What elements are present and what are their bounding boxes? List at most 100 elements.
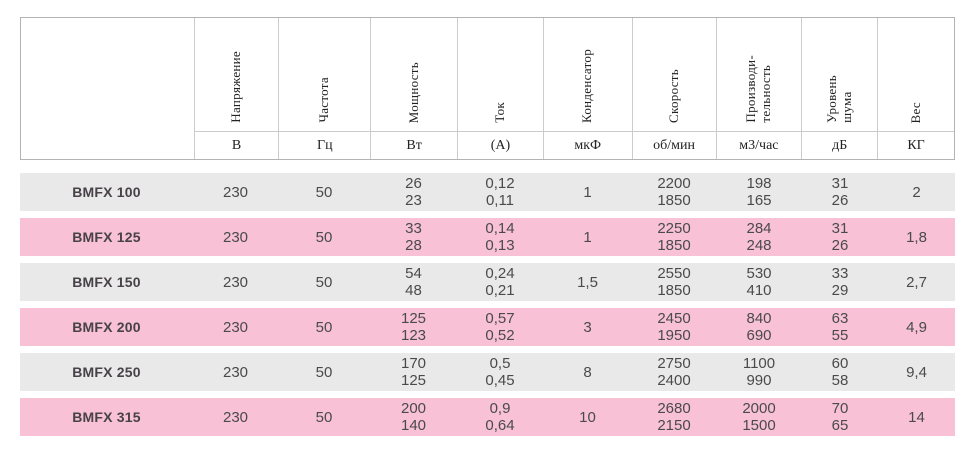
value-cell: 54 48	[405, 265, 422, 299]
value-cell: 4,9	[906, 318, 927, 336]
column-label-area: Вес	[878, 18, 954, 131]
header-column: Частота Гц	[278, 18, 371, 159]
value-cell: 60 58	[831, 355, 849, 389]
column-label-area: Конденсатор	[544, 18, 632, 131]
value-cell: 10	[579, 408, 596, 426]
value-cell: 230	[222, 228, 249, 246]
value-cell: 1,5	[577, 273, 598, 291]
table-row: BMFX 200 230 50 125 123 0,57 0,52 3 2450 1950 8…	[20, 308, 955, 346]
header-column: Вес КГ	[877, 18, 954, 159]
value-cell: 2450 1950	[657, 310, 691, 344]
value-cell: 3	[583, 318, 592, 336]
column-label: Ток	[491, 102, 507, 123]
column-label-area: Частота	[279, 18, 370, 131]
value-cell: 0,57 0,52	[485, 310, 515, 344]
column-label: Частота	[316, 77, 332, 123]
value-cell: 284 248	[746, 220, 772, 254]
value-cell: 0,14 0,13	[485, 220, 515, 254]
column-unit: (А)	[458, 131, 543, 159]
column-unit: КГ	[878, 131, 954, 159]
header-column: Ток (А)	[457, 18, 543, 159]
column-label-area: Ток	[458, 18, 543, 131]
column-label: Мощность	[405, 61, 421, 123]
column-unit: В	[194, 131, 279, 159]
column-label-area: Производи- тельность	[717, 18, 802, 131]
table-row: BMFX 315 230 50 200 140 0,9 0,64 10 2680 2150 2…	[20, 398, 955, 436]
value-cell: 50	[315, 273, 333, 291]
value-cell: 170 125	[400, 355, 427, 389]
value-cell: 2250 1850	[657, 220, 691, 254]
value-cell: 230	[222, 183, 249, 201]
value-cell: 33 28	[405, 220, 422, 254]
column-label-area: Напряжение	[195, 18, 279, 131]
header-name-column	[21, 18, 194, 159]
value-cell: 50	[315, 318, 333, 336]
column-unit: Вт	[371, 131, 458, 159]
value-cell: 2750 2400	[657, 355, 691, 389]
model-name: BMFX 150	[72, 273, 141, 290]
column-label: Скорость	[665, 69, 681, 123]
model-name: BMFX 200	[72, 318, 141, 335]
column-unit: мкФ	[543, 131, 632, 159]
value-cell: 2200 1850	[657, 175, 691, 209]
column-label: Напряжение	[228, 51, 244, 123]
value-cell: 0,5 0,45	[485, 355, 515, 389]
value-cell: 200 140	[400, 400, 427, 434]
column-unit: м3/час	[716, 131, 802, 159]
column-label: Производи- тельность	[742, 55, 773, 123]
header-column: Производи- тельность м3/час	[715, 18, 802, 159]
model-name: BMFX 250	[72, 363, 141, 380]
table-row: BMFX 150 230 50 54 48 0,24 0,21 1,5 2550 1850 5…	[20, 263, 955, 301]
value-cell: 50	[315, 408, 333, 426]
table-row: BMFX 250 230 50 170 125 0,5 0,45 8 2750 2400 11…	[20, 353, 955, 391]
value-cell: 530 410	[746, 265, 772, 299]
value-cell: 50	[315, 363, 333, 381]
value-cell: 2550 1850	[657, 265, 691, 299]
value-cell: 1	[583, 228, 592, 246]
value-cell: 1,8	[906, 228, 927, 246]
value-cell: 9,4	[906, 363, 927, 381]
value-cell: 63 55	[831, 310, 849, 344]
value-cell: 8	[583, 363, 592, 381]
value-cell: 230	[222, 318, 249, 336]
value-cell: 198 165	[746, 175, 772, 209]
header-column: Скорость об/мин	[631, 18, 716, 159]
value-cell: 840 690	[746, 310, 772, 344]
column-label: Уровень шума	[823, 75, 854, 123]
column-unit: Гц	[279, 131, 371, 159]
value-cell: 0,24 0,21	[485, 265, 515, 299]
header-column: Уровень шума дБ	[801, 18, 878, 159]
value-cell: 31 26	[831, 220, 849, 254]
value-cell: 33 29	[831, 265, 849, 299]
column-label-area: Уровень шума	[802, 18, 877, 131]
column-unit: об/мин	[632, 131, 716, 159]
column-unit: дБ	[802, 131, 878, 159]
value-cell: 2680 2150	[657, 400, 691, 434]
value-cell: 125 123	[400, 310, 427, 344]
value-cell: 230	[222, 363, 249, 381]
header-column: Конденсатор мкФ	[542, 18, 632, 159]
value-cell: 26 23	[405, 175, 422, 209]
value-cell: 70 65	[831, 400, 849, 434]
value-cell: 50	[315, 183, 333, 201]
spec-table-header: Напряжение В Частота Гц Мощность Вт Ток (А) Конд…	[20, 17, 955, 160]
model-name: BMFX 125	[72, 228, 141, 245]
value-cell: 2	[912, 183, 921, 201]
column-label-area: Скорость	[633, 18, 716, 131]
table-row: BMFX 125 230 50 33 28 0,14 0,13 1 2250 1850 284…	[20, 218, 955, 256]
value-cell: 230	[222, 273, 249, 291]
column-label: Вес	[907, 101, 923, 123]
column-label-area: Мощность	[371, 18, 457, 131]
model-name: BMFX 100	[72, 183, 141, 200]
value-cell: 0,12 0,11	[485, 175, 515, 209]
value-cell: 50	[315, 228, 333, 246]
spec-table-body: BMFX 100 230 50 26 23 0,12 0,11 1 2200 1850 198…	[20, 173, 955, 443]
header-column: Мощность Вт	[370, 18, 458, 159]
value-cell: 2000 1500	[742, 400, 776, 434]
table-row: BMFX 100 230 50 26 23 0,12 0,11 1 2200 1850 198…	[20, 173, 955, 211]
value-cell: 1100 990	[742, 355, 776, 389]
value-cell: 0,9 0,64	[485, 400, 515, 434]
column-label: Конденсатор	[579, 49, 595, 123]
value-cell: 31 26	[831, 175, 849, 209]
